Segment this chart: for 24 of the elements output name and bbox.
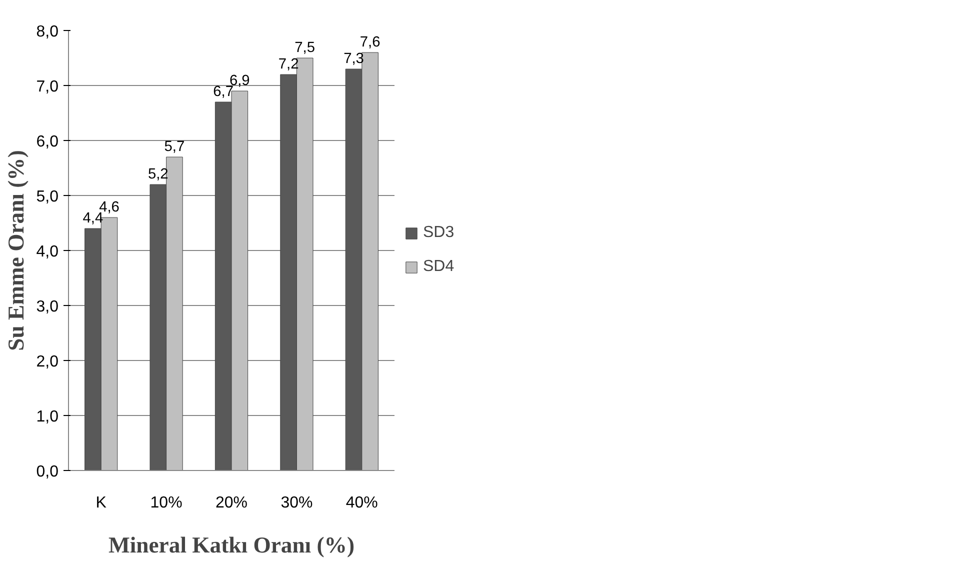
y-tick-label: 7,0 [36,78,59,96]
data-label: 7,3 [344,51,364,67]
y-tick-label: 8,0 [36,24,59,40]
legend-label: SD3 [423,224,454,242]
x-tick-label: 20% [215,494,248,512]
y-axis-title: Su Emme Oranı (%) [3,150,28,351]
x-tick-label: 30% [280,494,313,512]
data-label: 5,7 [164,139,185,155]
data-label: 6,7 [213,84,234,100]
y-tick-label: 3,0 [36,298,59,316]
y-tick-label: 2,0 [36,354,59,370]
x-tick-label: K [96,494,107,512]
y-tick-label: 1,0 [36,408,59,426]
y-tick-label: 6,0 [36,134,59,150]
x-axis-title: Mineral Katkı Oranı (%) [108,532,355,558]
legend-label: SD4 [423,258,454,276]
x-tick-label: 40% [346,494,378,512]
y-tick-label: 4,0 [36,244,59,260]
y-tick-label: 5,0 [36,188,59,206]
x-tick-label: 10% [150,494,182,512]
y-tick-label: 0,0 [36,464,59,480]
data-label: 4,4 [82,210,104,226]
data-label: 7,6 [360,34,380,50]
data-label: 7,5 [294,40,316,56]
